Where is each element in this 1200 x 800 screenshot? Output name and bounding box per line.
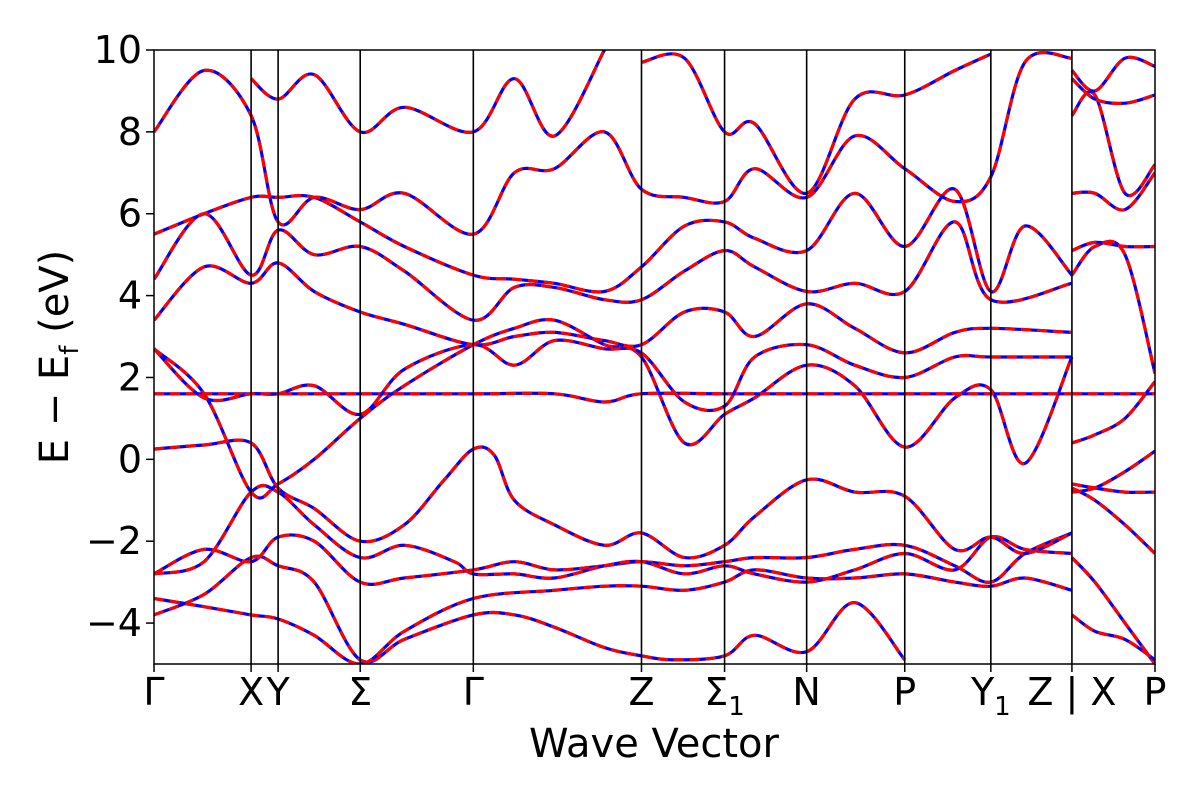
band-18-dashed bbox=[1070, 556, 1155, 664]
band-10-dashed bbox=[154, 187, 1074, 294]
y-tick-label-7: 10 bbox=[94, 28, 142, 72]
band-12-dashed bbox=[250, 50, 606, 138]
band-5-dashed bbox=[154, 317, 1074, 500]
y-tick-label-5: 6 bbox=[118, 192, 142, 236]
band-4-solid bbox=[154, 438, 1073, 560]
band-3-dashed bbox=[154, 483, 1073, 584]
band-4-dashed bbox=[154, 438, 1073, 560]
y-tick-label-3: 2 bbox=[118, 355, 142, 399]
band-25-solid bbox=[1070, 77, 1155, 106]
y-tick-label-1: −2 bbox=[86, 519, 142, 563]
band-7-solid bbox=[154, 338, 1072, 416]
y-tick-label-2: 0 bbox=[118, 437, 142, 481]
y-tick-label-4: 4 bbox=[118, 274, 142, 318]
x-tick-label-2: Y bbox=[266, 670, 291, 714]
band-10-solid bbox=[154, 187, 1074, 294]
band-12-solid bbox=[250, 50, 606, 138]
band-11-dashed bbox=[154, 50, 1073, 236]
band-14-solid bbox=[1071, 380, 1155, 445]
y-tick-label-0: −4 bbox=[86, 601, 142, 645]
x-tick-label-8: P bbox=[893, 670, 916, 714]
kpoint-lines bbox=[250, 50, 1073, 664]
band-9-solid bbox=[154, 212, 1073, 322]
y-axis-ticks: −4 −2 0 2 4 6 8 10 bbox=[86, 28, 154, 645]
band-21-dashed bbox=[1070, 239, 1155, 374]
bands-layer bbox=[154, 50, 1155, 664]
y-axis-label: E − Ef (eV) bbox=[32, 250, 85, 465]
x-tick-label-9: Y1 bbox=[970, 670, 1011, 722]
x-tick-label-11: P bbox=[1144, 670, 1167, 714]
band-16-dashed bbox=[1071, 482, 1155, 495]
band-1-dashed bbox=[154, 568, 1073, 664]
band-9-dashed bbox=[154, 212, 1073, 322]
x-tick-label-0: Γ bbox=[143, 670, 164, 714]
x-tick-label-6: Σ1 bbox=[704, 670, 745, 722]
x-tick-label-1: X bbox=[238, 670, 264, 714]
band-7-dashed bbox=[154, 338, 1072, 416]
x-axis-label: Wave Vector bbox=[529, 721, 780, 767]
band-0-dashed bbox=[154, 554, 907, 664]
band-8-dashed bbox=[154, 261, 1072, 355]
x-tick-label-5: Z bbox=[628, 670, 654, 714]
x-tick-label-3: Σ bbox=[348, 670, 372, 714]
band-26-dashed bbox=[1070, 55, 1155, 93]
x-tick-label-7: N bbox=[792, 670, 820, 714]
band-8-solid bbox=[154, 261, 1072, 355]
band-13-dashed bbox=[641, 52, 992, 195]
x-tick-label-10: Z | X bbox=[1027, 670, 1116, 715]
band-14-dashed bbox=[1071, 380, 1155, 445]
band-24-solid bbox=[1070, 90, 1155, 198]
x-axis-ticks: Γ X Y Σ Γ Z Σ1 N P Y1 Z | X P bbox=[143, 664, 1166, 722]
band-23-dashed bbox=[1071, 171, 1155, 212]
band-0-solid bbox=[154, 554, 907, 664]
plot-frame bbox=[153, 49, 1156, 665]
band-22-dashed bbox=[1071, 240, 1155, 253]
band-13-solid bbox=[641, 52, 992, 195]
band-17-solid bbox=[1071, 486, 1155, 555]
band-17-dashed bbox=[1071, 486, 1155, 555]
band-19-solid bbox=[1070, 613, 1155, 662]
band-24-dashed bbox=[1070, 90, 1155, 198]
band-21-solid bbox=[1070, 239, 1155, 374]
x-tick-label-4: Γ bbox=[463, 670, 484, 714]
y-tick-label-6: 8 bbox=[118, 110, 142, 154]
